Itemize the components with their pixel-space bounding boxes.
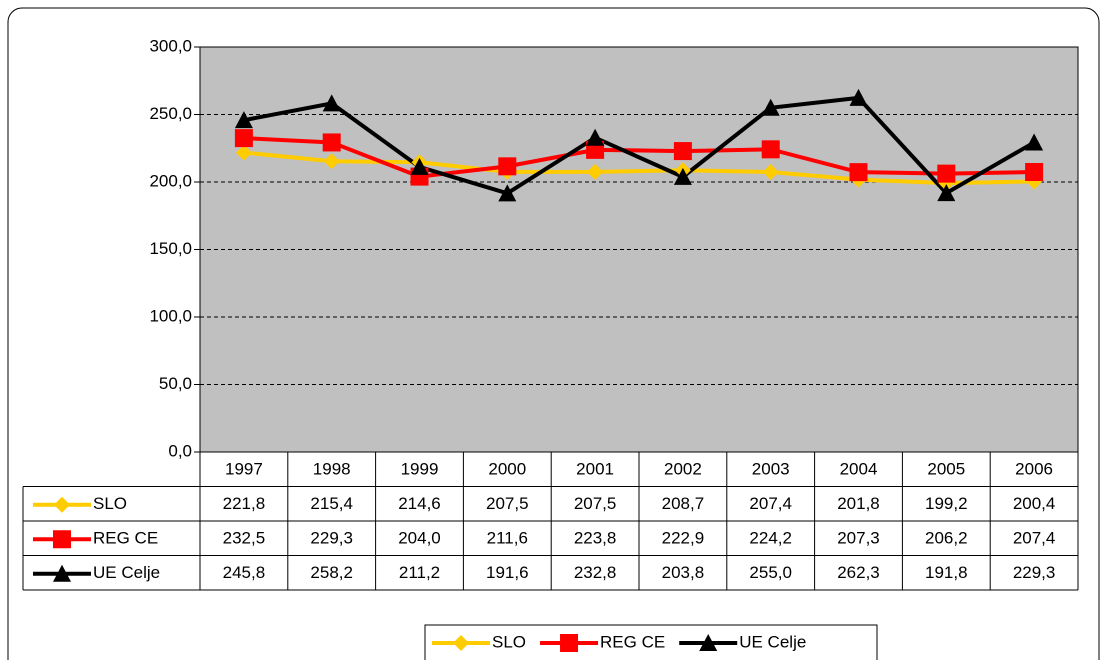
data-point <box>849 163 868 182</box>
x-tick-label: 2000 <box>488 460 526 479</box>
series-line <box>243 136 1035 179</box>
x-tick-label: 2003 <box>752 460 790 479</box>
table-value: 211,2 <box>399 563 440 582</box>
data-point <box>410 157 429 175</box>
data-point <box>762 164 779 181</box>
series-line <box>243 95 1036 196</box>
x-tick-label: 2005 <box>927 460 965 479</box>
legend-marker <box>560 634 579 652</box>
table-value: 204,0 <box>398 529 441 548</box>
data-point <box>235 144 252 161</box>
data-point <box>761 98 780 116</box>
y-tick-label: 250,0 <box>149 104 192 123</box>
data-point <box>849 88 868 106</box>
data-point <box>234 111 253 129</box>
table-value: 211,6 <box>487 529 528 548</box>
table-value: 207,5 <box>574 494 617 513</box>
table-value: 224,2 <box>749 529 792 548</box>
table-value: 214,6 <box>398 494 441 513</box>
table-value: 191,6 <box>486 563 529 582</box>
x-tick-label: 2002 <box>664 460 702 479</box>
table-value: 232,8 <box>574 563 617 582</box>
table-value: 222,9 <box>662 529 705 548</box>
data-point <box>234 129 253 148</box>
legend-marker <box>54 496 70 513</box>
y-tick-label: 100,0 <box>149 306 192 325</box>
x-tick-label: 1998 <box>313 460 351 479</box>
table-value: 207,4 <box>749 494 792 513</box>
table-value: 206,2 <box>925 529 968 548</box>
legend-marker <box>453 635 469 651</box>
table-series-name: SLO <box>93 494 127 513</box>
legend-marker <box>53 530 71 549</box>
legend-marker <box>53 564 71 582</box>
legend-label: SLO <box>492 632 526 651</box>
series-line <box>243 150 1035 186</box>
table-value: 229,3 <box>1013 563 1056 582</box>
table-value: 223,8 <box>574 529 617 548</box>
x-tick-label: 2006 <box>1015 460 1053 479</box>
data-point <box>761 140 780 159</box>
table-value: 262,3 <box>837 563 880 582</box>
table-value: 200,4 <box>1013 494 1056 513</box>
data-point <box>322 133 341 152</box>
data-point <box>937 184 956 202</box>
data-point <box>498 157 517 176</box>
y-tick-label: 150,0 <box>149 239 192 258</box>
x-tick-label: 2001 <box>576 460 614 479</box>
table-value: 258,2 <box>310 563 353 582</box>
data-point <box>673 167 692 185</box>
table-value: 207,4 <box>1013 529 1056 548</box>
data-point <box>1025 163 1044 182</box>
table-value: 207,5 <box>486 494 529 513</box>
table-value: 207,3 <box>837 529 880 548</box>
y-tick-label: 0,0 <box>168 441 192 460</box>
table-value: 232,5 <box>223 529 266 548</box>
data-point <box>587 163 604 180</box>
data-point <box>937 164 956 183</box>
table-value: 215,4 <box>310 494 353 513</box>
legend-box <box>424 624 878 665</box>
y-tick-label: 50,0 <box>159 374 192 393</box>
legend-label: REG CE <box>600 632 665 651</box>
table-series-name: UE Celje <box>93 563 160 582</box>
data-point <box>498 184 517 202</box>
data-point <box>673 142 692 161</box>
y-tick-label: 200,0 <box>149 171 192 190</box>
table-value: 201,8 <box>837 494 880 513</box>
data-point <box>322 94 341 112</box>
y-tick-label: 300,0 <box>149 36 192 55</box>
data-point <box>1025 133 1044 151</box>
table-value: 255,0 <box>749 563 792 582</box>
table-value: 191,8 <box>925 563 968 582</box>
data-point <box>586 128 605 146</box>
x-tick-label: 1999 <box>401 460 439 479</box>
legend-label: UE Celje <box>739 632 806 651</box>
x-tick-label: 2004 <box>840 460 878 479</box>
x-tick-label: 1997 <box>225 460 263 479</box>
table-value: 221,8 <box>223 494 266 513</box>
table-value: 203,8 <box>662 563 705 582</box>
table-series-name: REG CE <box>93 529 158 548</box>
table-value: 245,8 <box>223 563 266 582</box>
data-point <box>323 153 340 170</box>
table-value: 229,3 <box>310 529 353 548</box>
legend-marker <box>699 634 718 651</box>
table-value: 199,2 <box>925 494 968 513</box>
table-value: 208,7 <box>662 494 705 513</box>
